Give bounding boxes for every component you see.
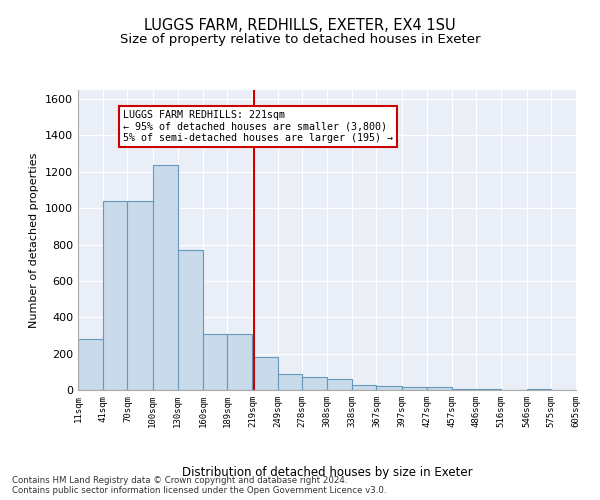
Bar <box>227 334 253 390</box>
X-axis label: Distribution of detached houses by size in Exeter: Distribution of detached houses by size … <box>182 466 472 479</box>
Bar <box>401 386 427 390</box>
Bar <box>203 334 227 390</box>
Bar <box>152 164 178 390</box>
Text: Size of property relative to detached houses in Exeter: Size of property relative to detached ho… <box>120 32 480 46</box>
Bar <box>327 379 352 390</box>
Bar <box>527 389 551 390</box>
Bar <box>427 386 452 390</box>
Bar <box>178 250 203 390</box>
Bar <box>302 378 327 390</box>
Bar <box>352 385 376 390</box>
Bar <box>78 339 103 390</box>
Bar <box>376 386 401 390</box>
Bar <box>278 374 302 390</box>
Text: Contains HM Land Registry data © Crown copyright and database right 2024.
Contai: Contains HM Land Registry data © Crown c… <box>12 476 386 495</box>
Bar <box>253 358 278 390</box>
Bar <box>476 389 502 390</box>
Text: LUGGS FARM REDHILLS: 221sqm
← 95% of detached houses are smaller (3,800)
5% of s: LUGGS FARM REDHILLS: 221sqm ← 95% of det… <box>123 110 393 143</box>
Bar <box>127 201 152 390</box>
Bar <box>452 389 476 390</box>
Y-axis label: Number of detached properties: Number of detached properties <box>29 152 40 328</box>
Bar <box>103 201 127 390</box>
Text: LUGGS FARM, REDHILLS, EXETER, EX4 1SU: LUGGS FARM, REDHILLS, EXETER, EX4 1SU <box>144 18 456 32</box>
